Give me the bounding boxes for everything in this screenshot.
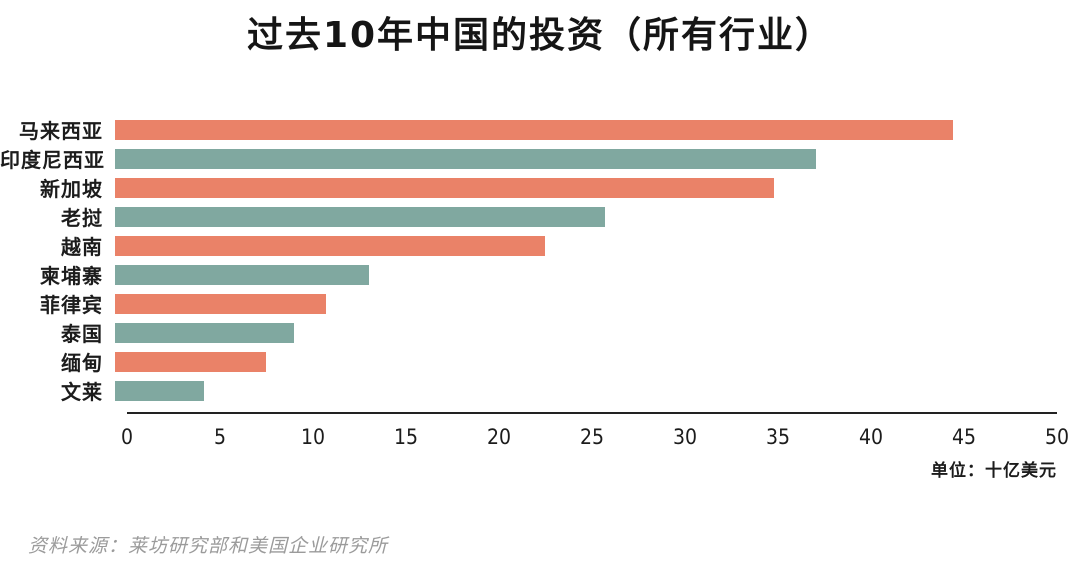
- x-axis-line: 0 5 10 15 20 25 30 35 40 45 50: [121, 412, 1069, 456]
- bar-track: [115, 380, 1057, 401]
- bar-row: 老挝: [0, 202, 1080, 231]
- category-label: 马来西亚: [19, 119, 103, 143]
- bar-rows: 马来西亚印度尼西亚新加坡老挝越南柬埔寨菲律宾泰国缅甸文莱: [0, 115, 1080, 405]
- axis-tick-label: 15: [393, 425, 419, 449]
- bar-row: 印度尼西亚: [0, 144, 1080, 173]
- chart-page: 过去10年中国的投资（所有行业） 马来西亚印度尼西亚新加坡老挝越南柬埔寨菲律宾泰…: [0, 13, 1080, 582]
- bar: [115, 119, 954, 140]
- bar-track: [115, 293, 1057, 314]
- bar-row: 菲律宾: [0, 289, 1080, 318]
- bar-track: [115, 322, 1057, 343]
- chart-title: 过去10年中国的投资（所有行业）: [246, 15, 834, 56]
- category-label: 越南: [61, 235, 103, 259]
- unit-label: 单位：十亿美元: [931, 461, 1057, 481]
- bar-row: 缅甸: [0, 347, 1080, 376]
- source-note: 资料来源：莱坊研究部和美国企业研究所: [28, 535, 389, 557]
- category-label: 文莱: [61, 380, 103, 404]
- axis-tick-label: 10: [300, 425, 326, 449]
- bar-track: [115, 264, 1057, 285]
- axis-tick-label: 35: [765, 425, 791, 449]
- bar-row: 泰国: [0, 318, 1080, 347]
- bar: [115, 177, 775, 198]
- category-label: 柬埔寨: [40, 264, 103, 288]
- bar: [115, 293, 326, 314]
- category-label: 缅甸: [61, 351, 103, 375]
- axis-tick-label: 25: [579, 425, 605, 449]
- category-label: 老挝: [61, 206, 103, 230]
- bar: [115, 380, 204, 401]
- category-label: 菲律宾: [40, 293, 103, 317]
- axis-tick-label: 0: [120, 425, 134, 449]
- axis-tick-label: 40: [858, 425, 884, 449]
- bar: [115, 235, 545, 256]
- category-label: 印度尼西亚: [0, 148, 105, 172]
- bar: [115, 264, 370, 285]
- axis-tick-label: 5: [213, 425, 227, 449]
- bar: [115, 322, 294, 343]
- axis-tick-label: 20: [486, 425, 512, 449]
- bar-track: [115, 206, 1057, 227]
- axis-tick-label: 50: [1044, 425, 1070, 449]
- bar-track: [115, 119, 1057, 140]
- bar-track: [115, 351, 1057, 372]
- bar-row: 越南: [0, 231, 1080, 260]
- bar-row: 新加坡: [0, 173, 1080, 202]
- bar-track: [115, 235, 1057, 256]
- bar-track: [115, 177, 1057, 198]
- bar-track: [115, 148, 1057, 169]
- bar-row: 柬埔寨: [0, 260, 1080, 289]
- axis-tick-label: 30: [672, 425, 698, 449]
- axis-tick-label: 45: [951, 425, 977, 449]
- category-label: 泰国: [61, 322, 103, 346]
- bar: [115, 351, 266, 372]
- bar: [115, 148, 816, 169]
- bar-chart: 马来西亚印度尼西亚新加坡老挝越南柬埔寨菲律宾泰国缅甸文莱 0 5 10 15 20 25 3…: [0, 115, 1080, 481]
- bar: [115, 206, 605, 227]
- bar-row: 马来西亚: [0, 115, 1080, 144]
- bar-row: 文莱: [0, 376, 1080, 405]
- category-label: 新加坡: [40, 177, 103, 201]
